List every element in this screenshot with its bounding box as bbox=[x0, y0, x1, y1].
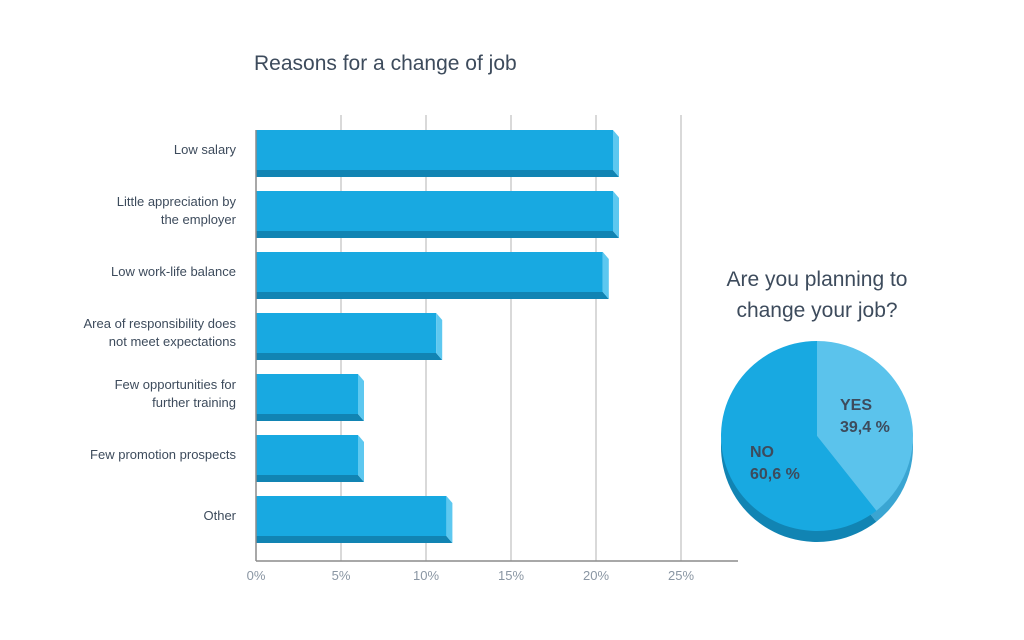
category-label: Little appreciation by the employer bbox=[117, 194, 237, 227]
bar-side bbox=[446, 496, 453, 543]
bar-face bbox=[256, 496, 447, 536]
bar-face bbox=[256, 130, 613, 170]
bars bbox=[256, 130, 619, 543]
pie-slice-name: YES bbox=[840, 397, 872, 414]
bar bbox=[256, 435, 364, 482]
bar-bottom bbox=[256, 414, 364, 421]
bar bbox=[256, 374, 364, 421]
x-tick-label: 10% bbox=[413, 568, 439, 583]
pie-slice-value: 39,4 % bbox=[840, 419, 890, 436]
axes bbox=[255, 130, 738, 562]
bar bbox=[256, 130, 619, 177]
bar bbox=[256, 496, 453, 543]
x-tick-label: 0% bbox=[247, 568, 266, 583]
category-label: Few opportunities for further training bbox=[115, 377, 237, 410]
x-tick-label: 15% bbox=[498, 568, 524, 583]
bar-face bbox=[256, 191, 613, 231]
bar-bottom bbox=[256, 475, 364, 482]
category-label: Area of responsibility does not meet expe… bbox=[84, 316, 237, 349]
category-label: Low work-life balance bbox=[111, 264, 236, 279]
pie-slice bbox=[721, 341, 877, 531]
bar-bottom bbox=[256, 170, 619, 177]
pie-slice bbox=[817, 340, 914, 511]
bar-bottom bbox=[256, 292, 609, 299]
category-labels: Low salary Little appreciation by the empl… bbox=[84, 142, 237, 523]
pie-slice-value: 60,6 % bbox=[750, 466, 800, 483]
bar-chart-title: Reasons for a change of job bbox=[254, 52, 517, 75]
category-label: Few promotion prospects bbox=[90, 447, 236, 462]
bar-side bbox=[602, 252, 609, 299]
bar-face bbox=[256, 435, 358, 475]
bar-side bbox=[613, 191, 619, 238]
bar bbox=[256, 313, 443, 360]
bar-face bbox=[256, 374, 358, 414]
bar bbox=[256, 252, 609, 299]
bar-side bbox=[436, 313, 443, 360]
bar-bottom bbox=[256, 536, 453, 543]
bar-face bbox=[256, 252, 603, 292]
pie-slice-name: NO bbox=[750, 444, 774, 461]
bar-face bbox=[256, 313, 437, 353]
bar-side bbox=[358, 374, 364, 421]
tick-labels: 0% 5% 10% 15% 20% 25% bbox=[247, 568, 695, 583]
bar-side bbox=[358, 435, 364, 482]
bar-bottom bbox=[256, 231, 619, 238]
pie-chart-title: Are you planning to change your job? bbox=[726, 268, 908, 322]
x-tick-label: 25% bbox=[668, 568, 694, 583]
bar-bottom bbox=[256, 353, 443, 360]
x-tick-label: 5% bbox=[332, 568, 351, 583]
bar bbox=[256, 191, 619, 238]
category-label: Other bbox=[203, 508, 236, 523]
category-label: Low salary bbox=[174, 142, 237, 157]
bar-side bbox=[613, 130, 619, 177]
pie-chart: YES 39,4 % NO 60,6 % bbox=[721, 340, 914, 542]
x-tick-label: 20% bbox=[583, 568, 609, 583]
